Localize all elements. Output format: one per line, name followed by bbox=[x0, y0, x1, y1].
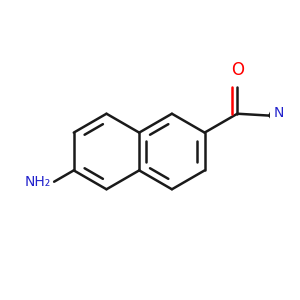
Text: N: N bbox=[274, 106, 284, 120]
Text: O: O bbox=[231, 61, 244, 79]
Text: NH₂: NH₂ bbox=[25, 175, 51, 189]
